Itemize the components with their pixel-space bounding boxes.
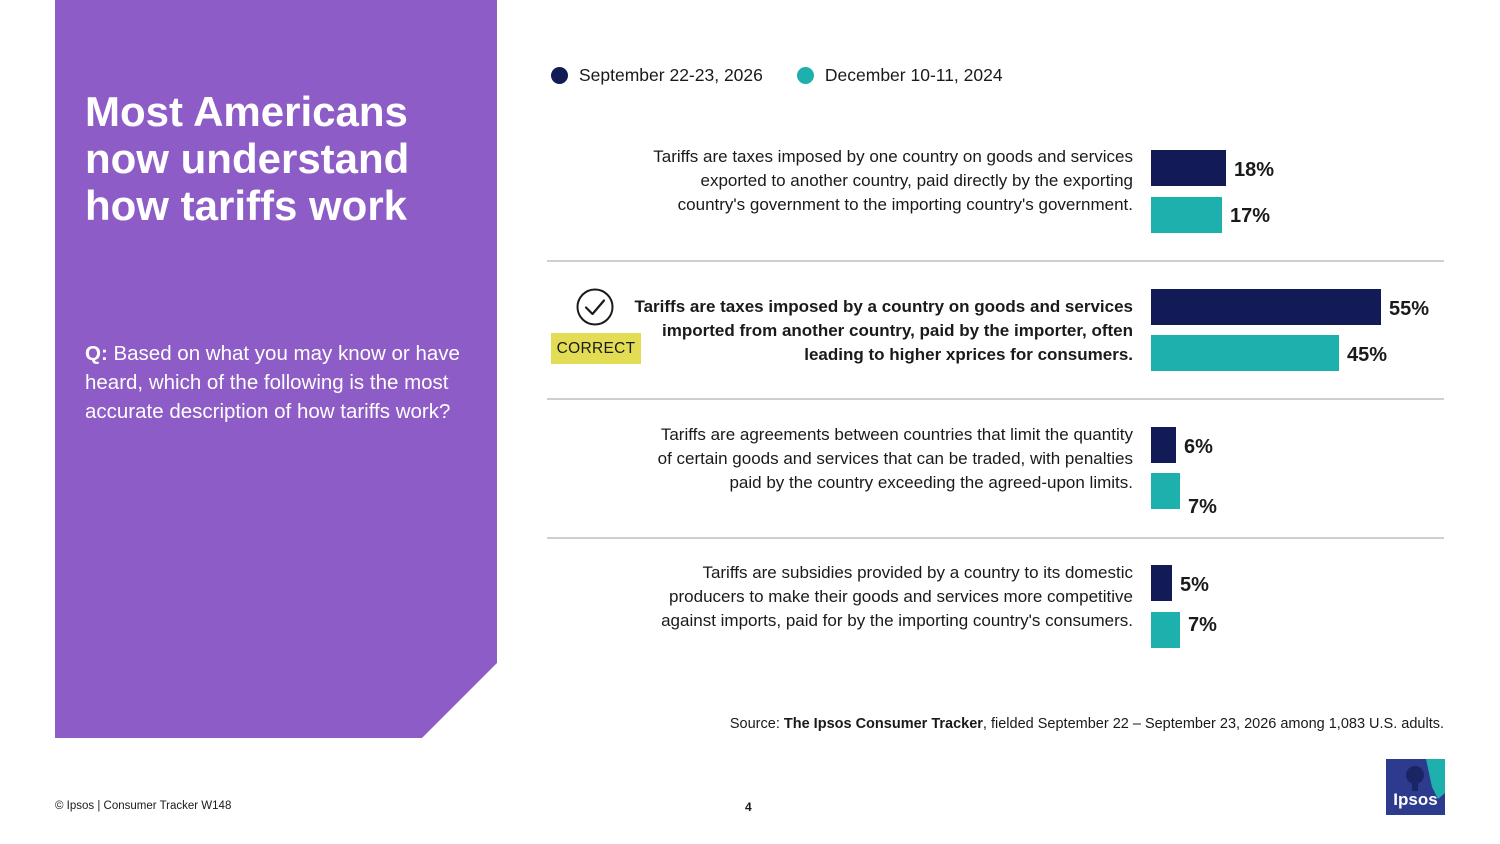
data-label: 45%	[1347, 344, 1388, 366]
ipsos-logo: Ipsos	[1386, 759, 1445, 815]
data-label: 7%	[1188, 496, 1217, 518]
question-text: Based on what you may know or have heard…	[85, 342, 460, 423]
row-divider	[547, 260, 1444, 262]
legend-dot-icon	[796, 66, 814, 84]
title-panel	[55, 0, 497, 738]
source-prefix: Source:	[729, 716, 784, 732]
survey-question: Q: Based on what you may know or have he…	[85, 339, 485, 426]
legend-label: December 10-11, 2024	[824, 64, 1003, 85]
logo-text: Ipsos	[1393, 790, 1438, 809]
copyright-footer: © Ipsos | Consumer Tracker W148	[55, 800, 232, 812]
checkmark-icon	[576, 288, 614, 326]
data-label: 5%	[1180, 574, 1209, 596]
page-title: Most Americans now understand how tariff…	[85, 88, 410, 229]
source-name: The Ipsos Consumer Tracker	[783, 716, 983, 732]
legend-item-2026: September 22-23, 2026	[551, 65, 763, 86]
category-label: Tariffs are subsidies provided by a coun…	[661, 563, 1133, 630]
row-divider	[547, 398, 1444, 400]
bar-2024	[1151, 473, 1180, 509]
question-prefix: Q:	[85, 342, 108, 365]
category-label: Tariffs are agreements between countries…	[657, 425, 1133, 492]
bar-2026	[1151, 565, 1172, 601]
bar-2024	[1151, 335, 1339, 371]
page-number: 4	[745, 800, 752, 814]
bar-2024	[1151, 612, 1180, 648]
chart-legend: September 22-23, 2026 December 10-11, 20…	[551, 63, 1037, 87]
legend-label: September 22-23, 2026	[579, 64, 763, 85]
source-note: Source: The Ipsos Consumer Tracker, fiel…	[730, 716, 1444, 732]
data-label: 18%	[1234, 159, 1275, 181]
category-label: Tariffs are taxes imposed by a country o…	[634, 297, 1133, 364]
correct-badge: CORRECT	[551, 333, 641, 364]
data-label: 7%	[1188, 614, 1217, 636]
bar-2024	[1151, 197, 1222, 233]
legend-item-2024: December 10-11, 2024	[796, 64, 1003, 86]
bar-2026	[1151, 150, 1226, 186]
bar-2026	[1151, 289, 1381, 325]
row-divider	[547, 537, 1444, 539]
category-label: Tariffs are taxes imposed by one country…	[653, 147, 1133, 214]
logo-mark-icon	[1406, 759, 1445, 799]
bar-2026	[1151, 427, 1176, 463]
legend-dot-icon	[551, 66, 568, 84]
source-details: , fielded September 22 – September 23, 2…	[982, 716, 1444, 732]
data-label: 55%	[1389, 298, 1430, 320]
data-label: 6%	[1184, 436, 1213, 458]
data-label: 17%	[1230, 205, 1271, 227]
